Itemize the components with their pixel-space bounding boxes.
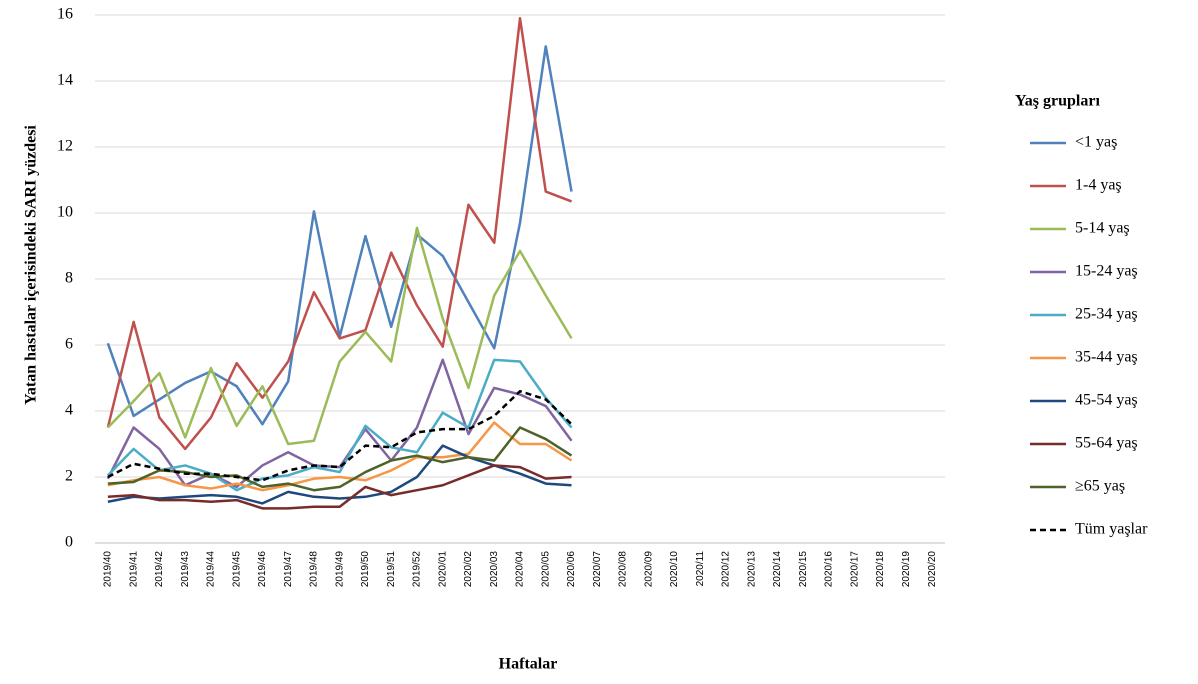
legend-label: Tüm yaşlar <box>1075 521 1148 538</box>
x-tick-label: 2019/45 <box>231 551 242 588</box>
x-tick-label: 2020/12 <box>721 551 732 588</box>
x-tick-label: 2020/01 <box>437 551 448 588</box>
x-tick-label: 2020/18 <box>875 551 886 588</box>
series-line <box>107 426 573 492</box>
legend-label: ≥65 yaş <box>1075 478 1125 495</box>
y-tick-label: 10 <box>57 204 73 221</box>
legend-label: <1 yaş <box>1075 134 1117 151</box>
series-line <box>106 226 573 446</box>
x-tick-label: 2019/51 <box>386 551 397 588</box>
x-tick-label: 2020/11 <box>695 551 706 587</box>
y-tick-label: 16 <box>57 6 73 23</box>
x-tick-label: 2019/41 <box>128 551 139 588</box>
x-tick-label: 2020/08 <box>618 551 629 588</box>
series-line <box>107 421 573 492</box>
series-line <box>107 389 573 482</box>
legend-label: 25-34 yaş <box>1075 306 1138 323</box>
y-tick-label: 6 <box>65 336 73 353</box>
legend-label: 5-14 yaş <box>1075 220 1130 237</box>
series-line <box>106 17 572 451</box>
x-tick-label: 2019/46 <box>257 551 268 588</box>
x-tick-label: 2019/42 <box>154 551 165 588</box>
x-tick-label: 2020/13 <box>746 551 757 588</box>
y-tick-label: 14 <box>57 72 73 89</box>
legend-label: 45-54 yaş <box>1075 392 1138 409</box>
series-line <box>106 358 573 492</box>
x-tick-label: 2020/16 <box>824 551 835 588</box>
legend-label: 35-44 yaş <box>1075 349 1138 366</box>
x-tick-label: 2019/40 <box>103 551 114 588</box>
x-tick-label: 2019/52 <box>412 551 423 588</box>
y-tick-label: 0 <box>65 534 73 551</box>
x-tick-label: 2020/07 <box>592 551 603 588</box>
series-line <box>106 45 573 426</box>
x-axis-title: Haftalar <box>499 656 558 673</box>
y-tick-label: 4 <box>65 402 73 419</box>
legend-label: 55-64 yaş <box>1075 435 1138 452</box>
legend-label: 15-24 yaş <box>1075 263 1138 280</box>
x-tick-label: 2019/48 <box>309 551 320 588</box>
x-tick-label: 2020/15 <box>798 551 809 588</box>
x-tick-label: 2020/02 <box>463 551 474 588</box>
x-tick-label: 2019/50 <box>360 551 371 588</box>
legend-title: Yaş grupları <box>1015 93 1100 110</box>
x-tick-label: 2020/14 <box>772 551 783 588</box>
x-tick-label: 2020/06 <box>566 551 577 588</box>
x-tick-label: 2020/19 <box>901 551 912 588</box>
x-tick-label: 2020/05 <box>540 551 551 588</box>
x-tick-label: 2020/03 <box>489 551 500 588</box>
x-tick-label: 2020/10 <box>669 551 680 588</box>
series-line <box>107 464 572 510</box>
y-tick-label: 12 <box>57 138 73 155</box>
x-tick-label: 2020/04 <box>515 551 526 588</box>
x-tick-label: 2020/09 <box>643 551 654 588</box>
x-tick-label: 2019/43 <box>180 551 191 588</box>
x-tick-label: 2019/49 <box>334 551 345 588</box>
y-axis-title: Yatan hastalar içerisindeki SARI yüzdesi <box>23 125 40 405</box>
x-tick-label: 2020/17 <box>849 551 860 588</box>
y-tick-label: 2 <box>65 468 73 485</box>
x-tick-label: 2019/44 <box>206 551 217 588</box>
legend-label: 1-4 yaş <box>1075 177 1122 194</box>
x-tick-label: 2019/47 <box>283 551 294 588</box>
y-tick-label: 8 <box>65 270 73 287</box>
x-tick-label: 2020/20 <box>927 551 938 588</box>
